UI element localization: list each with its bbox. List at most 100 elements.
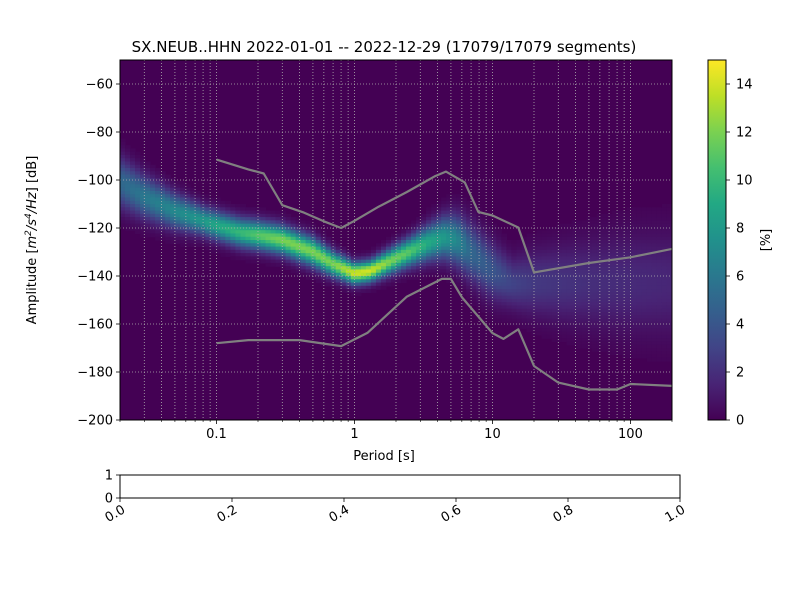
heatmap-cell (461, 220, 467, 225)
heatmap-cell (295, 253, 302, 257)
heatmap-cell (501, 298, 507, 303)
heatmap-cell (360, 259, 367, 264)
heatmap-cell (616, 315, 623, 320)
heatmap-cell (456, 194, 462, 199)
heatmap-cell (591, 344, 598, 349)
heatmap-cell (666, 204, 672, 208)
colorbar-tick-label: 8 (736, 222, 744, 237)
heatmap-cell (345, 282, 352, 287)
heatmap-cell (636, 305, 643, 310)
heatmap-cell (320, 233, 327, 238)
heatmap-cell (240, 233, 247, 238)
heatmap-cell (285, 223, 292, 228)
heatmap-cell (170, 200, 176, 205)
heatmap-cell (616, 338, 623, 343)
heatmap-cell (446, 194, 452, 199)
heatmap-cell (661, 292, 668, 297)
heatmap-cell (461, 207, 467, 212)
heatmap-cell (315, 246, 322, 251)
heatmap-cell (531, 282, 538, 287)
heatmap-cell (541, 289, 548, 293)
heatmap-cell (225, 210, 231, 215)
heatmap-cell (260, 236, 267, 241)
heatmap-cell (546, 230, 553, 235)
heatmap-cell (290, 266, 297, 271)
heatmap-cell (511, 295, 518, 300)
heatmap-cell (476, 279, 482, 284)
heatmap-cell (240, 223, 247, 228)
heatmap-cell (230, 253, 237, 257)
heatmap-cell (130, 200, 136, 205)
heatmap-cell (315, 269, 322, 274)
heatmap-cell (601, 348, 608, 352)
heatmap-cell (431, 210, 437, 215)
heatmap-cell (396, 246, 402, 251)
heatmap-cell (250, 256, 257, 261)
heatmap-cell (521, 292, 528, 297)
heatmap-cell (566, 262, 573, 267)
heatmap-cell (456, 266, 462, 271)
heatmap-cell (571, 276, 578, 280)
heatmap-cell (436, 246, 442, 251)
heatmap-cell (551, 276, 558, 280)
heatmap-cell (556, 315, 563, 320)
heatmap-cell (631, 351, 638, 356)
heatmap-cell (596, 312, 603, 316)
heatmap-cell (591, 269, 598, 274)
heatmap-cell (526, 272, 533, 277)
heatmap-cell (180, 190, 186, 195)
heatmap-cell (561, 236, 568, 241)
heatmap-cell (661, 357, 668, 362)
heatmap-cell (621, 338, 628, 343)
heatmap-cell (481, 305, 487, 310)
heatmap-cell (230, 204, 237, 208)
heatmap-cell (250, 213, 257, 218)
heatmap-cell (586, 285, 593, 290)
heatmap-cell (125, 158, 131, 163)
heatmap-cell (180, 236, 186, 241)
heatmap-cell (135, 213, 141, 218)
heatmap-cell (606, 344, 613, 349)
heatmap-cell (120, 190, 126, 195)
heatmap-cell (496, 308, 502, 313)
colorbar-label: [%] (759, 229, 774, 252)
heatmap-cell (426, 226, 432, 231)
heatmap-cell (541, 230, 548, 235)
heatmap-cell (285, 233, 292, 238)
heatmap-cell (426, 269, 432, 274)
heatmap-cell (120, 177, 126, 182)
heatmap-cell (491, 282, 497, 287)
heatmap-cell (521, 259, 528, 264)
heatmap-cell (471, 285, 477, 290)
heatmap-cell (566, 272, 573, 277)
heatmap-cell (230, 243, 237, 248)
heatmap-cell (551, 308, 558, 313)
heatmap-cell (471, 246, 477, 251)
heatmap-cell (150, 181, 156, 185)
heatmap-cell (416, 217, 422, 221)
heatmap-cell (561, 331, 568, 336)
heatmap-cell (486, 269, 492, 274)
heatmap-cell (200, 243, 206, 248)
heatmap-cell (431, 236, 437, 241)
heatmap-cell (185, 190, 191, 195)
heatmap-cell (546, 331, 553, 336)
heatmap-cell (160, 233, 166, 238)
heatmap-cell (325, 269, 332, 274)
heatmap-cell (641, 272, 648, 277)
heatmap-cell (526, 325, 533, 329)
heatmap-cell (305, 256, 312, 261)
heatmap-cell (180, 210, 186, 215)
heatmap-cell (200, 197, 206, 202)
heatmap-cell (521, 308, 528, 313)
heatmap-cell (661, 325, 668, 329)
heatmap-cell (160, 197, 166, 202)
heatmap-cell (661, 279, 668, 284)
heatmap-cell (661, 285, 668, 290)
heatmap-cell (551, 246, 558, 251)
heatmap-cell (461, 200, 467, 205)
heatmap-cell (606, 246, 613, 251)
heatmap-cell (601, 226, 608, 231)
heatmap-cell (551, 269, 558, 274)
heatmap-cell (576, 233, 583, 238)
